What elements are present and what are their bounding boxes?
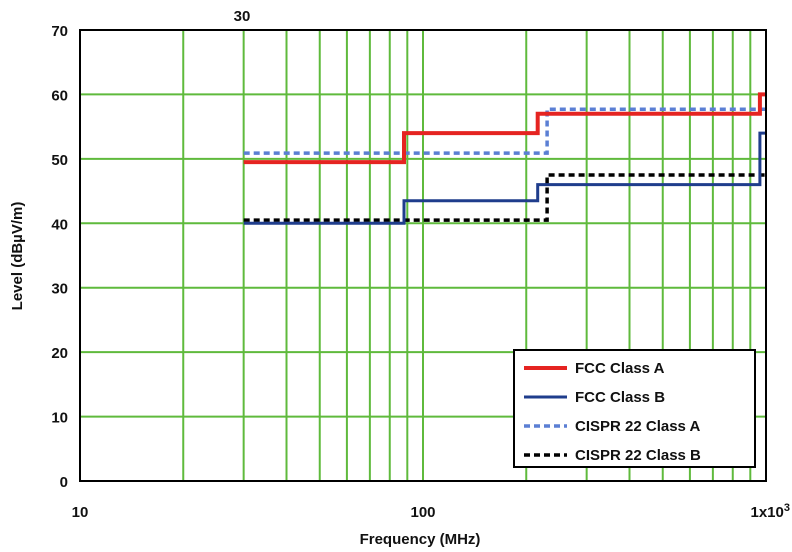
x-tick-label: 10: [72, 504, 89, 521]
y-tick-label: 40: [51, 216, 68, 233]
y-tick-label: 50: [51, 152, 68, 169]
series-lines: [243, 92, 766, 225]
y-tick-label: 10: [51, 410, 68, 427]
y-tick-label: 30: [51, 281, 68, 298]
series-line-fcc-class-b: [243, 131, 766, 225]
series-line-cispr-22-class-a: [243, 107, 766, 155]
legend-label: CISPR 22 Class A: [575, 418, 700, 435]
legend: FCC Class A FCC Class B CISPR 22 Class A CI…: [513, 349, 756, 468]
series-line-fcc-class-a: [243, 92, 766, 165]
legend-label: FCC Class B: [575, 389, 665, 406]
x-tick-labels: 10 100 1x103: [72, 502, 790, 521]
y-tick-label: 70: [51, 23, 68, 40]
x-axis-title: Frequency (MHz): [360, 531, 481, 548]
plot-frame: [79, 29, 767, 482]
legend-entries: FCC Class A FCC Class B CISPR 22 Class A CI…: [524, 360, 701, 464]
x-tick-label: 1x103: [751, 502, 791, 521]
y-tick-labels: 0 10 20 30 40 50 60 70: [51, 23, 68, 491]
y-tick-label: 60: [51, 87, 68, 104]
legend-label: CISPR 22 Class B: [575, 447, 701, 464]
series-line-cispr-22-class-b: [243, 173, 766, 222]
x-tick-superscript: 3: [784, 502, 790, 514]
top-annotation: 30: [234, 8, 251, 25]
y-axis-title: Level (dBµV/m): [9, 202, 26, 311]
y-tick-label: 0: [60, 474, 68, 491]
legend-label: FCC Class A: [575, 360, 665, 377]
y-tick-label: 20: [51, 345, 68, 362]
x-tick-label: 100: [410, 504, 435, 521]
